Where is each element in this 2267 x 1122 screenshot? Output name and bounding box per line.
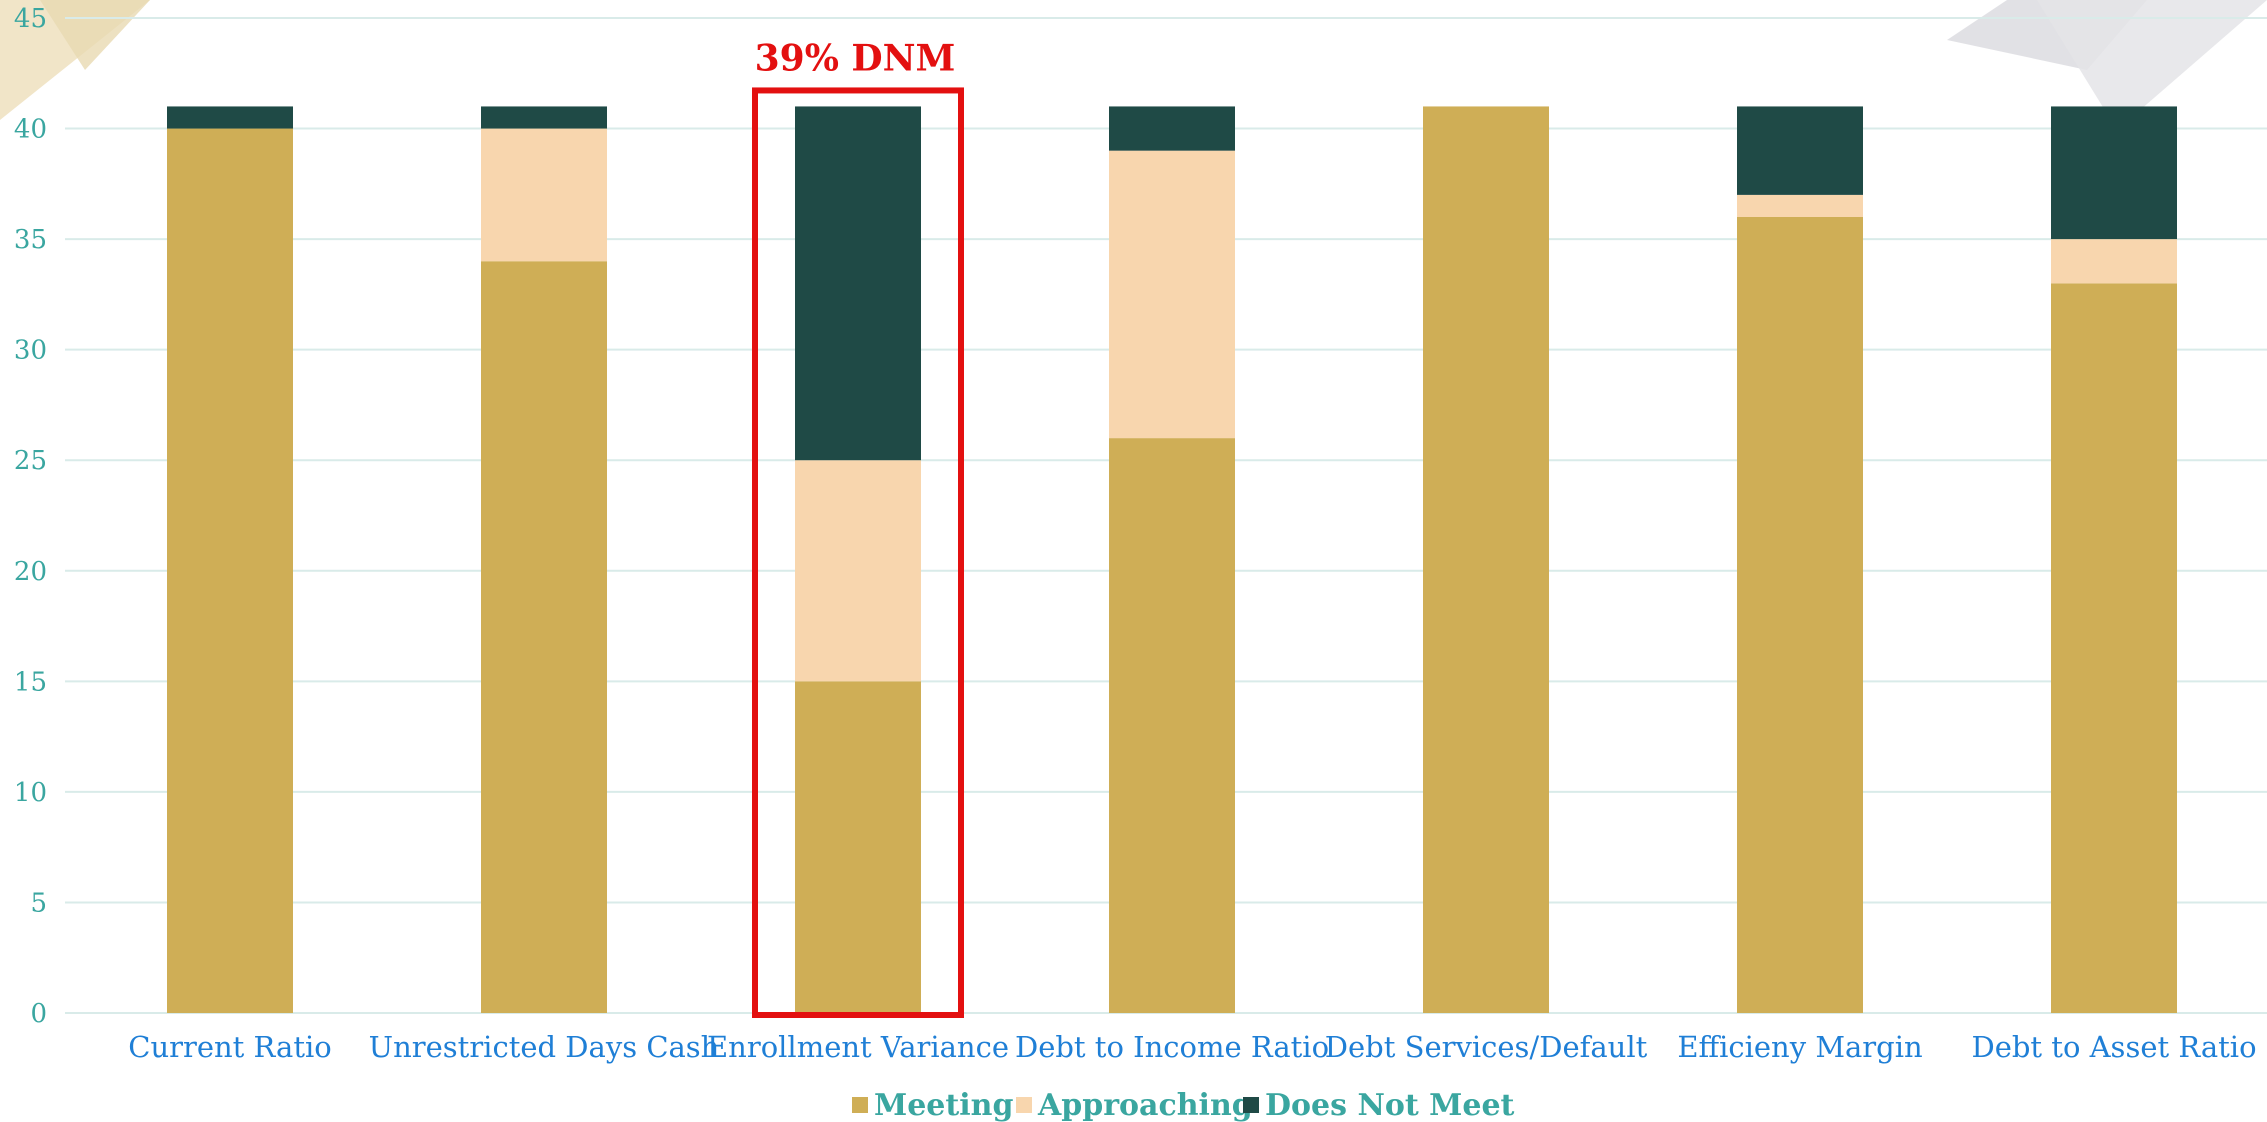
bar-enrollment-variance-approaching bbox=[795, 460, 921, 682]
annotation: 39% DNM bbox=[752, 37, 964, 1018]
legend: Meeting Approaching Does Not Meet bbox=[852, 1088, 1515, 1122]
y-tick-label-20: 20 bbox=[14, 557, 47, 587]
x-label-efficieny-margin: Efficieny Margin bbox=[1677, 1030, 1922, 1064]
y-tick-label-0: 0 bbox=[30, 999, 47, 1029]
bar-enrollment-variance-meeting bbox=[795, 681, 921, 1013]
x-label-debt-to-asset-ratio: Debt to Asset Ratio bbox=[1971, 1030, 2256, 1064]
y-tick-label-5: 5 bbox=[30, 888, 47, 918]
bar-debt-services-default-meeting bbox=[1423, 106, 1549, 1013]
legend-swatch-does-not-meet bbox=[1243, 1097, 1259, 1113]
bar-efficieny-margin-meeting bbox=[1737, 217, 1863, 1013]
bars bbox=[167, 106, 2177, 1014]
legend-label-meeting: Meeting bbox=[874, 1088, 1013, 1122]
bar-current-ratio-does-not-meet bbox=[167, 106, 293, 129]
x-label-unrestricted-days-cash: Unrestricted Days Cash bbox=[369, 1030, 720, 1064]
x-axis-labels: Current Ratio Unrestricted Days CashEnrol… bbox=[128, 1030, 2256, 1064]
bar-debt-to-asset-ratio-meeting bbox=[2051, 283, 2177, 1013]
bar-efficieny-margin-does-not-meet bbox=[1737, 106, 1863, 195]
bar-debt-to-income-ratio-does-not-meet bbox=[1109, 106, 1235, 151]
bar-efficieny-margin-approaching bbox=[1737, 194, 1863, 217]
legend-label-does-not-meet: Does Not Meet bbox=[1265, 1088, 1515, 1122]
bar-debt-to-asset-ratio-approaching bbox=[2051, 239, 2177, 284]
legend-label-approaching: Approaching bbox=[1037, 1088, 1253, 1122]
x-label-current-ratio: Current Ratio bbox=[128, 1030, 331, 1064]
y-tick-label-10: 10 bbox=[14, 778, 47, 808]
bar-unrestricted-days-cash-approaching bbox=[481, 128, 607, 262]
y-tick-label-25: 25 bbox=[14, 446, 47, 476]
bar-debt-to-asset-ratio-does-not-meet bbox=[2051, 106, 2177, 240]
legend-swatch-meeting bbox=[852, 1097, 868, 1113]
bar-debt-to-income-ratio-approaching bbox=[1109, 150, 1235, 439]
legend-swatch-approaching bbox=[1016, 1097, 1032, 1113]
bar-unrestricted-days-cash-does-not-meet bbox=[481, 106, 607, 129]
x-label-debt-to-income-ratio: Debt to Income Ratio bbox=[1015, 1030, 1329, 1064]
annotation-label: 39% DNM bbox=[755, 37, 956, 79]
bar-unrestricted-days-cash-meeting bbox=[481, 261, 607, 1013]
bar-debt-to-income-ratio-meeting bbox=[1109, 438, 1235, 1014]
x-label-enrollment-variance: Enrollment Variance bbox=[707, 1030, 1009, 1064]
y-tick-label-35: 35 bbox=[14, 225, 47, 255]
y-tick-label-40: 40 bbox=[14, 115, 47, 145]
bar-current-ratio-meeting bbox=[167, 128, 293, 1014]
y-tick-label-30: 30 bbox=[14, 336, 47, 366]
bar-enrollment-variance-does-not-meet bbox=[795, 106, 921, 461]
highlight-box bbox=[752, 87, 964, 1018]
x-label-debt-services-default: Debt Services/Default bbox=[1325, 1030, 1648, 1064]
y-axis-ticks: 0 5 10 15 20 25 30 35 40 45 bbox=[14, 4, 47, 1029]
y-tick-label-45: 45 bbox=[14, 4, 47, 34]
y-tick-label-15: 15 bbox=[14, 667, 47, 697]
